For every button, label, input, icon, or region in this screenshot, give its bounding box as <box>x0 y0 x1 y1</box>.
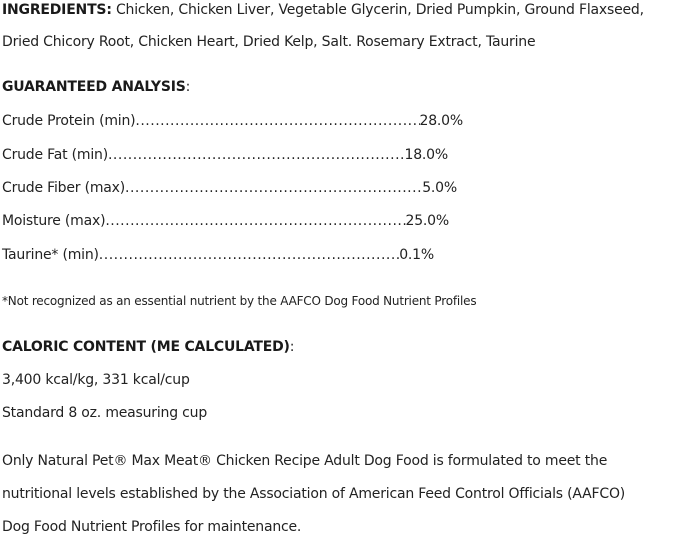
analysis-heading-line: GUARANTEED ANALYSIS: <box>2 79 191 95</box>
caloric-line-2: Standard 8 oz. measuring cup <box>2 405 208 421</box>
analysis-row: Crude Fiber (max) 5.0% <box>2 178 457 198</box>
dot-leader <box>125 178 422 198</box>
analysis-value: 5.0% <box>422 180 457 196</box>
ingredients-line-1: INGREDIENTS: Chicken, Chicken Liver, Veg… <box>2 2 644 18</box>
analysis-row: Taurine* (min) 0.1% <box>2 245 434 265</box>
analysis-value: 25.0% <box>405 213 450 229</box>
dot-leader <box>99 245 399 265</box>
analysis-value: 18.0% <box>404 147 449 163</box>
ingredients-heading: INGREDIENTS <box>2 2 107 18</box>
analysis-label: Moisture (max) <box>2 213 106 229</box>
dot-leader <box>105 211 405 231</box>
caloric-heading-line: CALORIC CONTENT (ME CALCULATED): <box>2 339 295 355</box>
analysis-value: 0.1% <box>399 247 434 263</box>
analysis-footnote: *Not recognized as an essential nutrient… <box>2 294 477 308</box>
analysis-row: Crude Fat (min) 18.0% <box>2 145 448 165</box>
dot-leader <box>135 111 419 131</box>
statement-line-3: Dog Food Nutrient Profiles for maintenan… <box>2 519 302 535</box>
analysis-label: Crude Protein (min) <box>2 113 136 129</box>
ingredients-text: Chicken, Chicken Liver, Vegetable Glycer… <box>115 2 644 18</box>
ingredients-line-2: Dried Chicory Root, Chicken Heart, Dried… <box>2 34 536 50</box>
analysis-value: 28.0% <box>419 113 464 129</box>
analysis-label: Crude Fiber (max) <box>2 180 126 196</box>
analysis-label: Taurine* (min) <box>2 247 99 263</box>
analysis-label: Crude Fat (min) <box>2 147 108 163</box>
analysis-row: Moisture (max) 25.0% <box>2 211 449 231</box>
analysis-row: Crude Protein (min) 28.0% <box>2 111 463 131</box>
analysis-heading: GUARANTEED ANALYSIS <box>2 79 186 95</box>
caloric-line-1: 3,400 kcal/kg, 331 kcal/cup <box>2 372 190 388</box>
statement-line-1: Only Natural Pet® Max Meat® Chicken Reci… <box>2 453 608 469</box>
dot-leader <box>108 145 405 165</box>
caloric-heading: CALORIC CONTENT (ME CALCULATED) <box>2 339 290 355</box>
statement-line-2: nutritional levels established by the As… <box>2 486 626 502</box>
